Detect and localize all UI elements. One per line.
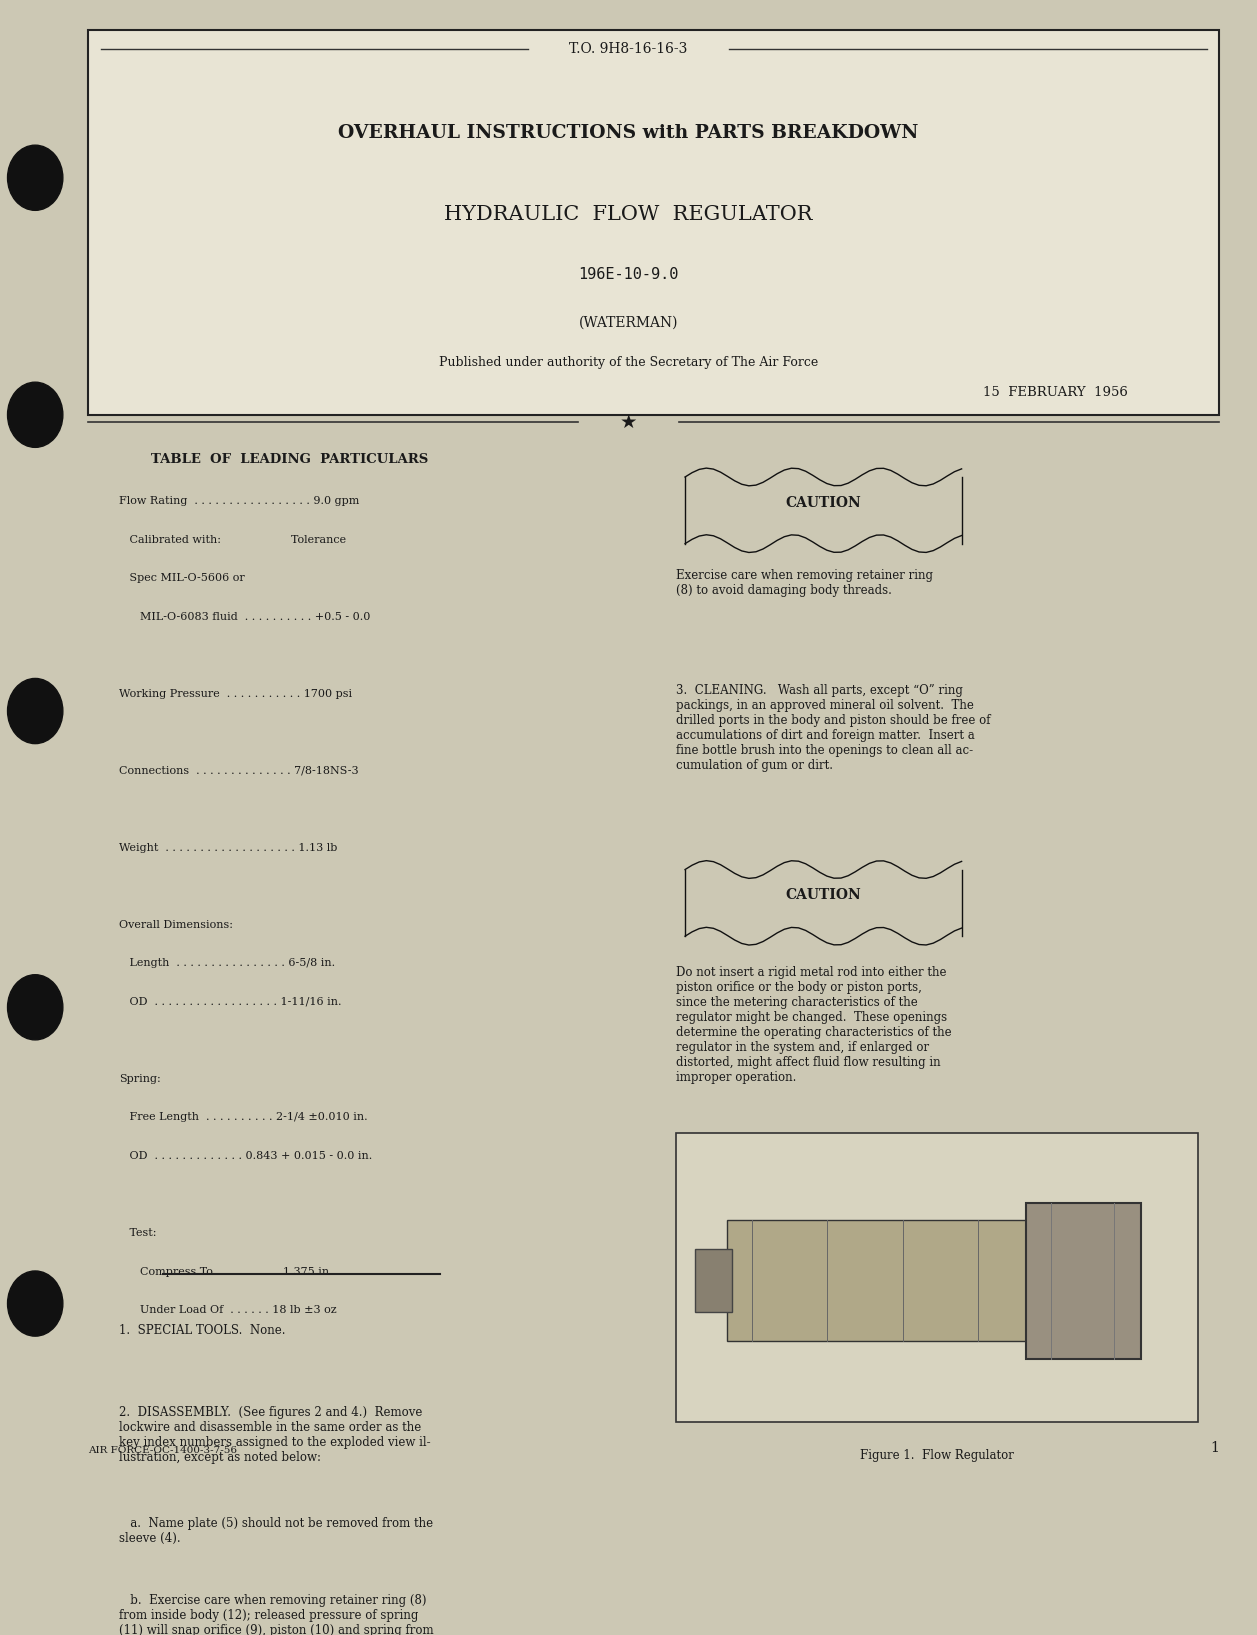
Text: a.  Name plate (5) should not be removed from the
sleeve (4).: a. Name plate (5) should not be removed … — [119, 1517, 434, 1545]
Text: Compress To  . . . . . . . . . 1.375 in.: Compress To . . . . . . . . . 1.375 in. — [119, 1267, 333, 1277]
Circle shape — [8, 1270, 63, 1336]
Text: Calibrated with:                    Tolerance: Calibrated with: Tolerance — [119, 535, 347, 544]
Text: OD  . . . . . . . . . . . . . . . . . . 1-11/16 in.: OD . . . . . . . . . . . . . . . . . . 1… — [119, 997, 342, 1007]
Text: Free Length  . . . . . . . . . . 2-1/4 ±0.010 in.: Free Length . . . . . . . . . . 2-1/4 ±0… — [119, 1112, 368, 1123]
Text: Working Pressure  . . . . . . . . . . . 1700 psi: Working Pressure . . . . . . . . . . . 1… — [119, 688, 352, 698]
Text: Do not insert a rigid metal rod into either the
piston orifice or the body or pi: Do not insert a rigid metal rod into eit… — [676, 966, 952, 1084]
Text: Published under authority of the Secretary of The Air Force: Published under authority of the Secreta… — [439, 356, 818, 370]
Text: Length  . . . . . . . . . . . . . . . . 6-5/8 in.: Length . . . . . . . . . . . . . . . . 6… — [119, 958, 336, 968]
Text: Figure 1.  Flow Regulator: Figure 1. Flow Regulator — [860, 1449, 1014, 1462]
Text: 1.  SPECIAL TOOLS.  None.: 1. SPECIAL TOOLS. None. — [119, 1324, 285, 1337]
Text: Weight  . . . . . . . . . . . . . . . . . . . 1.13 lb: Weight . . . . . . . . . . . . . . . . .… — [119, 844, 338, 853]
Text: 2.  DISASSEMBLY.  (See figures 2 and 4.)  Remove
lockwire and disassemble in the: 2. DISASSEMBLY. (See figures 2 and 4.) R… — [119, 1406, 431, 1463]
Circle shape — [8, 974, 63, 1040]
Bar — [727, 1220, 1050, 1341]
Text: Overall Dimensions:: Overall Dimensions: — [119, 921, 234, 930]
Text: AIR FORCE-OC-1400-3-7-56: AIR FORCE-OC-1400-3-7-56 — [88, 1445, 238, 1455]
Text: HYDRAULIC  FLOW  REGULATOR: HYDRAULIC FLOW REGULATOR — [444, 206, 813, 224]
Text: Spec MIL-O-5606 or: Spec MIL-O-5606 or — [119, 574, 245, 584]
Text: OVERHAUL INSTRUCTIONS with PARTS BREAKDOWN: OVERHAUL INSTRUCTIONS with PARTS BREAKDO… — [338, 124, 919, 142]
Text: CAUTION: CAUTION — [786, 888, 861, 903]
Text: MIL-O-6083 fluid  . . . . . . . . . . +0.5 - 0.0: MIL-O-6083 fluid . . . . . . . . . . +0.… — [119, 611, 371, 621]
Text: T.O. 9H8-16-16-3: T.O. 9H8-16-16-3 — [569, 43, 688, 56]
Text: b.  Exercise care when removing retainer ring (8)
from inside body (12); release: b. Exercise care when removing retainer … — [119, 1594, 434, 1635]
Text: Flow Rating  . . . . . . . . . . . . . . . . . 9.0 gpm: Flow Rating . . . . . . . . . . . . . . … — [119, 497, 360, 507]
Text: 1: 1 — [1210, 1440, 1219, 1455]
Text: Test:: Test: — [119, 1228, 157, 1238]
Text: CAUTION: CAUTION — [786, 495, 861, 510]
Text: Exercise care when removing retainer ring
(8) to avoid damaging body threads.: Exercise care when removing retainer rin… — [676, 569, 933, 597]
Text: (WATERMAN): (WATERMAN) — [578, 316, 679, 330]
Circle shape — [8, 679, 63, 744]
Text: 15  FEBRUARY  1956: 15 FEBRUARY 1956 — [983, 386, 1129, 399]
Bar — [88, 29, 1219, 415]
Text: OD  . . . . . . . . . . . . . 0.843 + 0.015 - 0.0 in.: OD . . . . . . . . . . . . . 0.843 + 0.0… — [119, 1151, 372, 1161]
Text: Under Load Of  . . . . . . 18 lb ±3 oz: Under Load Of . . . . . . 18 lb ±3 oz — [119, 1305, 337, 1315]
Text: ★: ★ — [620, 412, 637, 432]
Bar — [676, 1133, 1198, 1422]
Text: 3.  CLEANING.   Wash all parts, except “O” ring
packings, in an approved mineral: 3. CLEANING. Wash all parts, except “O” … — [676, 685, 991, 772]
Circle shape — [8, 146, 63, 211]
Circle shape — [8, 383, 63, 448]
Bar — [1026, 1202, 1140, 1359]
Text: 196E-10-9.0: 196E-10-9.0 — [578, 267, 679, 281]
Bar — [695, 1249, 732, 1313]
Text: Spring:: Spring: — [119, 1074, 161, 1084]
Text: Connections  . . . . . . . . . . . . . . 7/8-18NS-3: Connections . . . . . . . . . . . . . . … — [119, 765, 360, 777]
Text: TABLE  OF  LEADING  PARTICULARS: TABLE OF LEADING PARTICULARS — [151, 453, 429, 466]
